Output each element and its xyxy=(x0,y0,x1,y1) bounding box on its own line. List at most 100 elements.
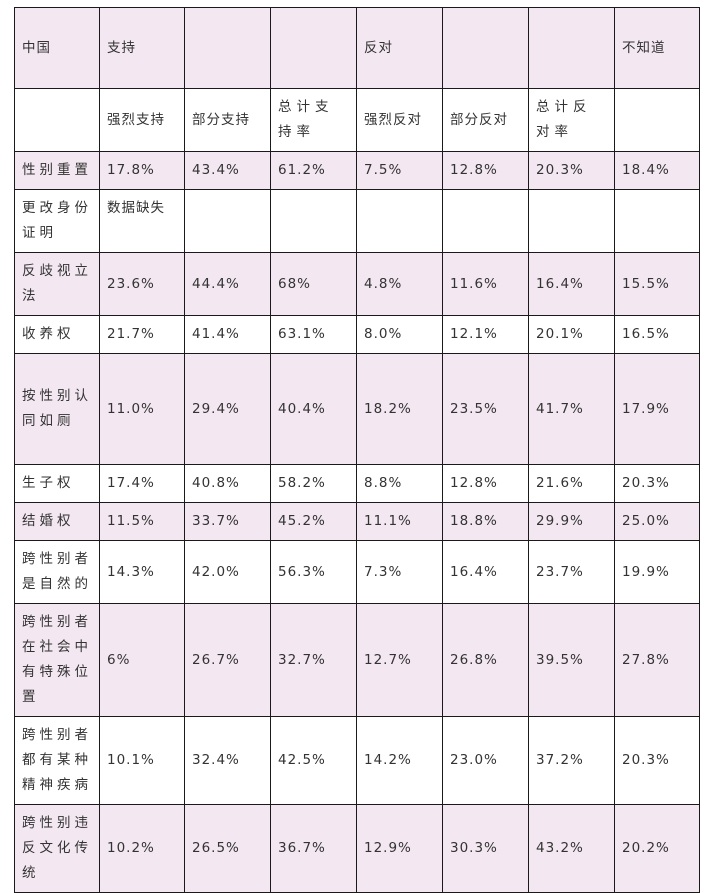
value-cell: 61.2% xyxy=(270,151,357,190)
row-label-cell: 生子权 xyxy=(14,464,100,503)
value-cell: 32.4% xyxy=(184,716,271,805)
value-cell: 12.8% xyxy=(442,151,529,190)
value-cell: 12.1% xyxy=(442,315,529,354)
table-row: 反歧视立法 23.6% 44.4% 68% 4.8% 11.6% 16.4% 15.5% xyxy=(14,252,700,316)
value-cell: 39.5% xyxy=(528,603,615,717)
value-cell: 20.1% xyxy=(528,315,615,354)
value-cell: 26.7% xyxy=(184,603,271,717)
value-cell: 27.8% xyxy=(614,603,700,717)
value-cell: 11.0% xyxy=(99,353,185,465)
value-cell: 20.2% xyxy=(614,804,700,893)
value-cell: 11.6% xyxy=(442,252,529,316)
value-cell: 26.5% xyxy=(184,804,271,893)
value-cell: 56.3% xyxy=(270,540,357,604)
value-cell: 25.0% xyxy=(614,502,700,541)
value-cell: 29.4% xyxy=(184,353,271,465)
value-cell: 18.2% xyxy=(356,353,443,465)
value-cell: 11.1% xyxy=(356,502,443,541)
value-cell: 41.4% xyxy=(184,315,271,354)
header-row-2: 强烈支持 部分支持 总计支持率 强烈反对 部分反对 总计反对率 xyxy=(14,88,700,152)
row-label-cell: 跨性别违反文化传统 xyxy=(14,804,100,893)
value-cell: 43.2% xyxy=(528,804,615,893)
header-cell: 部分反对 xyxy=(442,88,529,152)
row-label-cell: 性别重置 xyxy=(14,151,100,190)
value-cell: 43.4% xyxy=(184,151,271,190)
value-cell: 数据缺失 xyxy=(99,189,185,253)
value-cell: 15.5% xyxy=(614,252,700,316)
row-label-cell: 跨性别者在社会中有特殊位置 xyxy=(14,603,100,717)
value-cell xyxy=(270,189,357,253)
row-label-cell: 按性别认同如厕 xyxy=(14,353,100,465)
table-row: 跨性别者在社会中有特殊位置 6% 26.7% 32.7% 12.7% 26.8% 39.5%… xyxy=(14,603,700,717)
value-cell: 45.2% xyxy=(270,502,357,541)
value-cell: 12.7% xyxy=(356,603,443,717)
row-label-cell: 跨性别者是自然的 xyxy=(14,540,100,604)
survey-table: 中国 支持 反对 不知道 强烈支持 部分支持 总计支持率 强烈反对 部分反对 总… xyxy=(14,7,700,893)
table-row: 结婚权 11.5% 33.7% 45.2% 11.1% 18.8% 29.9% 25.0% xyxy=(14,502,700,541)
header-cell: 总计支持率 xyxy=(270,88,357,152)
value-cell: 18.4% xyxy=(614,151,700,190)
value-cell: 23.7% xyxy=(528,540,615,604)
value-cell: 40.8% xyxy=(184,464,271,503)
value-cell: 4.8% xyxy=(356,252,443,316)
header-cell: 不知道 xyxy=(614,7,700,89)
value-cell: 7.3% xyxy=(356,540,443,604)
value-cell: 23.5% xyxy=(442,353,529,465)
value-cell: 41.7% xyxy=(528,353,615,465)
value-cell: 20.3% xyxy=(614,716,700,805)
table-row: 跨性别者都有某种精神疾病 10.1% 32.4% 42.5% 14.2% 23.0% 37.… xyxy=(14,716,700,805)
value-cell: 6% xyxy=(99,603,185,717)
header-cell xyxy=(528,7,615,89)
header-cell xyxy=(184,7,271,89)
header-cell: 强烈支持 xyxy=(99,88,185,152)
value-cell: 23.6% xyxy=(99,252,185,316)
value-cell: 58.2% xyxy=(270,464,357,503)
value-cell: 7.5% xyxy=(356,151,443,190)
header-cell xyxy=(614,88,700,152)
value-cell xyxy=(528,189,615,253)
header-cell: 中国 xyxy=(14,7,100,89)
value-cell: 32.7% xyxy=(270,603,357,717)
row-label-cell: 跨性别者都有某种精神疾病 xyxy=(14,716,100,805)
value-cell: 29.9% xyxy=(528,502,615,541)
value-cell: 16.4% xyxy=(442,540,529,604)
value-cell: 17.9% xyxy=(614,353,700,465)
header-row-1: 中国 支持 反对 不知道 xyxy=(14,7,700,89)
header-cell xyxy=(442,7,529,89)
table-row: 收养权 21.7% 41.4% 63.1% 8.0% 12.1% 20.1% 16.5% xyxy=(14,315,700,354)
row-label-cell: 反歧视立法 xyxy=(14,252,100,316)
value-cell: 42.0% xyxy=(184,540,271,604)
table-row: 按性别认同如厕 11.0% 29.4% 40.4% 18.2% 23.5% 41.7% 17.… xyxy=(14,353,700,465)
value-cell: 14.3% xyxy=(99,540,185,604)
value-cell: 11.5% xyxy=(99,502,185,541)
table-row: 跨性别违反文化传统 10.2% 26.5% 36.7% 12.9% 30.3% 43.2% 2… xyxy=(14,804,700,893)
header-cell: 总计反对率 xyxy=(528,88,615,152)
value-cell: 20.3% xyxy=(528,151,615,190)
header-cell: 反对 xyxy=(356,7,443,89)
value-cell: 40.4% xyxy=(270,353,357,465)
table-row: 生子权 17.4% 40.8% 58.2% 8.8% 12.8% 21.6% 20.3% xyxy=(14,464,700,503)
value-cell: 21.6% xyxy=(528,464,615,503)
value-cell: 8.8% xyxy=(356,464,443,503)
value-cell: 33.7% xyxy=(184,502,271,541)
value-cell: 23.0% xyxy=(442,716,529,805)
value-cell: 10.1% xyxy=(99,716,185,805)
value-cell: 12.9% xyxy=(356,804,443,893)
value-cell: 21.7% xyxy=(99,315,185,354)
value-cell: 42.5% xyxy=(270,716,357,805)
row-label-cell: 收养权 xyxy=(14,315,100,354)
value-cell xyxy=(184,189,271,253)
value-cell: 37.2% xyxy=(528,716,615,805)
value-cell: 12.8% xyxy=(442,464,529,503)
value-cell: 19.9% xyxy=(614,540,700,604)
header-cell xyxy=(14,88,100,152)
value-cell: 10.2% xyxy=(99,804,185,893)
table-row: 更改身份证明 数据缺失 xyxy=(14,189,700,253)
value-cell xyxy=(614,189,700,253)
value-cell: 30.3% xyxy=(442,804,529,893)
value-cell: 14.2% xyxy=(356,716,443,805)
header-cell: 部分支持 xyxy=(184,88,271,152)
value-cell xyxy=(356,189,443,253)
value-cell: 44.4% xyxy=(184,252,271,316)
value-cell: 63.1% xyxy=(270,315,357,354)
